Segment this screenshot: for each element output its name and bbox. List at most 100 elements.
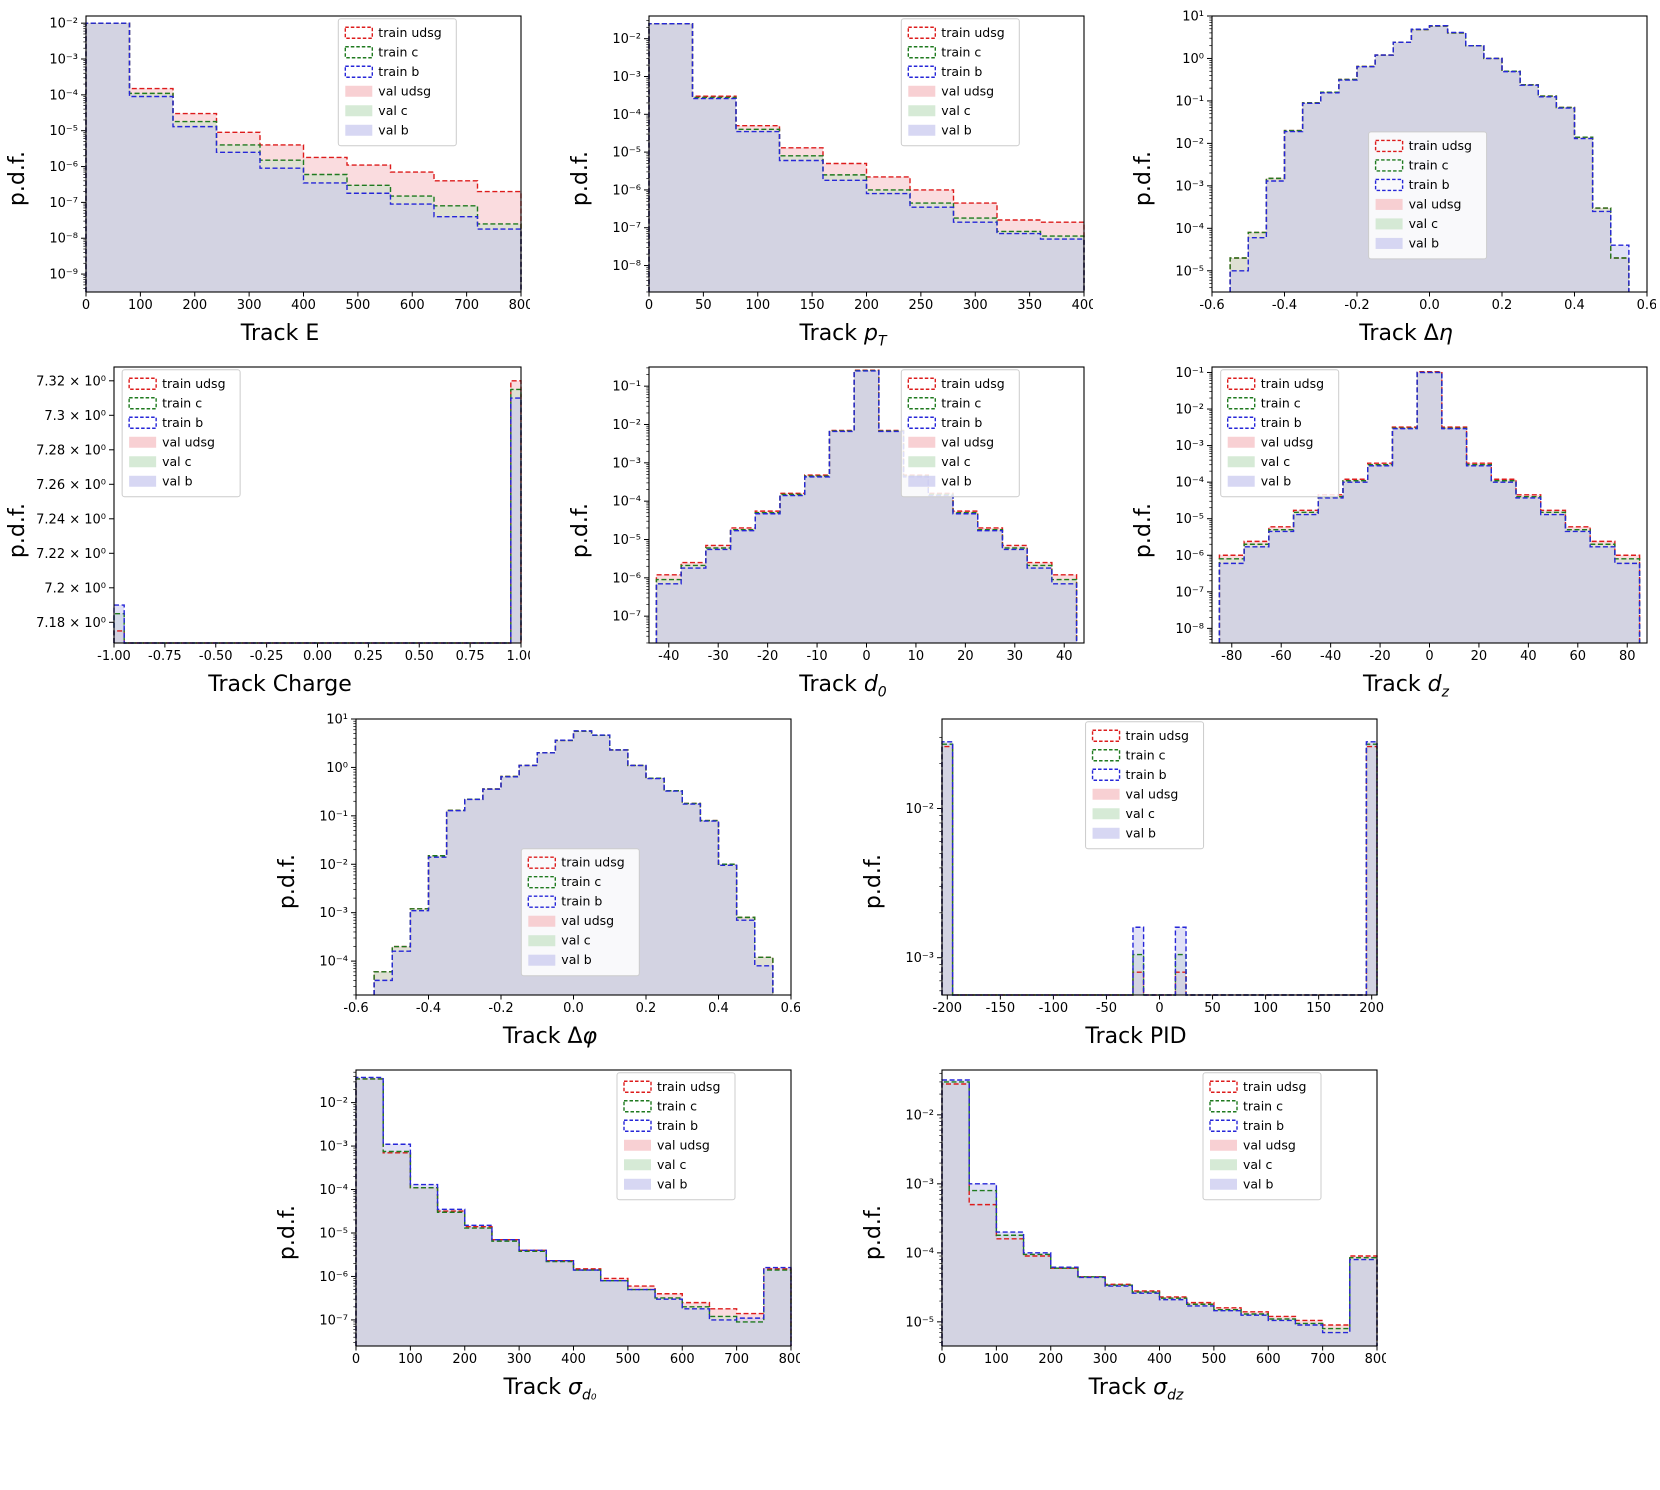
svg-text:150: 150 <box>1306 1001 1331 1016</box>
svg-text:7.18 × 10⁰: 7.18 × 10⁰ <box>36 616 106 631</box>
svg-text:10⁻⁹: 10⁻⁹ <box>49 268 78 283</box>
svg-text:10⁰: 10⁰ <box>326 761 348 776</box>
svg-text:train b: train b <box>941 64 982 79</box>
svg-text:200: 200 <box>854 298 879 313</box>
svg-text:50: 50 <box>1204 1001 1221 1016</box>
svg-text:700: 700 <box>454 298 479 313</box>
svg-text:10⁻²: 10⁻² <box>319 1096 348 1111</box>
histogram-track-pid: 10⁻³ 10⁻² -200 -150 -100 -50 0 50 100 150 200 train… <box>905 718 1384 1016</box>
svg-text:-0.4: -0.4 <box>1272 298 1297 313</box>
svg-text:10⁻⁵: 10⁻⁵ <box>612 146 641 161</box>
svg-text:-100: -100 <box>1039 1001 1069 1016</box>
x-axis-label: Track Δη <box>1359 321 1453 346</box>
svg-text:10⁻³: 10⁻³ <box>319 1140 348 1155</box>
svg-text:0.00: 0.00 <box>303 649 332 664</box>
svg-text:800: 800 <box>779 1352 800 1367</box>
svg-text:40: 40 <box>1520 649 1537 664</box>
chart-panel-track-pt: p.d.f. 10⁻⁸ 10⁻⁷ 10⁻⁶ 10⁻⁵ 10⁻⁴ 10⁻³ 10⁻² 0 50 10… <box>567 8 1093 349</box>
svg-text:train b: train b <box>561 894 602 909</box>
svg-text:10⁻¹: 10⁻¹ <box>1175 366 1204 381</box>
y-axis-label: p.d.f. <box>4 151 30 207</box>
histogram-track-pt: 10⁻⁸ 10⁻⁷ 10⁻⁶ 10⁻⁵ 10⁻⁴ 10⁻³ 10⁻² 0 50 100 150 200… <box>612 15 1093 313</box>
svg-text:val b: val b <box>561 952 592 967</box>
svg-text:val b: val b <box>1126 825 1157 840</box>
svg-text:train udsg: train udsg <box>561 855 624 870</box>
svg-text:10⁻¹: 10⁻¹ <box>319 809 348 824</box>
svg-text:val c: val c <box>1409 216 1439 231</box>
svg-text:10⁻⁶: 10⁻⁶ <box>1175 549 1204 564</box>
svg-text:train b: train b <box>1409 177 1450 192</box>
svg-text:train b: train b <box>1243 1118 1284 1133</box>
svg-text:10¹: 10¹ <box>326 712 348 727</box>
x-axis-label: Track E <box>240 321 320 346</box>
svg-text:200: 200 <box>1359 1001 1384 1016</box>
svg-text:10⁻⁵: 10⁻⁵ <box>1175 513 1204 528</box>
svg-text:7.32 × 10⁰: 7.32 × 10⁰ <box>36 375 106 390</box>
histogram-figure: p.d.f. 10⁻⁹ 10⁻⁸ 10⁻⁷ 10⁻⁶ 10⁻⁵ 10⁻⁴ 10⁻³ 10⁻² 0… <box>4 8 1657 1404</box>
figure-row-1: p.d.f. 10⁻⁹ 10⁻⁸ 10⁻⁷ 10⁻⁶ 10⁻⁵ 10⁻⁴ 10⁻³ 10⁻² 0… <box>4 8 1657 350</box>
svg-text:10⁻⁴: 10⁻⁴ <box>612 108 641 123</box>
svg-text:600: 600 <box>400 298 425 313</box>
svg-text:val c: val c <box>378 103 408 118</box>
svg-text:train c: train c <box>657 1098 697 1113</box>
svg-text:600: 600 <box>1256 1352 1281 1367</box>
svg-text:0.2: 0.2 <box>636 1001 657 1016</box>
svg-text:10⁻⁸: 10⁻⁸ <box>49 232 78 247</box>
svg-text:400: 400 <box>291 298 316 313</box>
svg-text:300: 300 <box>963 298 988 313</box>
svg-text:val b: val b <box>941 474 972 489</box>
svg-text:train c: train c <box>941 44 981 59</box>
svg-text:10⁻³: 10⁻³ <box>49 53 78 68</box>
chart-panel-track-dphi: p.d.f. 10⁻⁴ 10⁻³ 10⁻² 10⁻¹ 10⁰ 10¹ -0.6 -0.4 -0.… <box>274 711 801 1052</box>
svg-text:train c: train c <box>1243 1098 1283 1113</box>
svg-text:train b: train b <box>162 415 203 430</box>
svg-text:val b: val b <box>1261 474 1292 489</box>
svg-text:-0.25: -0.25 <box>250 649 284 664</box>
svg-text:10⁻⁴: 10⁻⁴ <box>612 495 641 510</box>
svg-text:train udsg: train udsg <box>1243 1079 1306 1094</box>
svg-text:800: 800 <box>1365 1352 1386 1367</box>
svg-text:-40: -40 <box>658 649 679 664</box>
svg-text:-60: -60 <box>1271 649 1292 664</box>
svg-text:val udsg: val udsg <box>941 83 994 98</box>
svg-text:train c: train c <box>1126 747 1166 762</box>
svg-text:1.00: 1.00 <box>507 649 530 664</box>
svg-text:val c: val c <box>657 1157 687 1172</box>
histogram-track-sigma-dz: 10⁻⁵ 10⁻⁴ 10⁻³ 10⁻² 0 100 200 300 400 500 600 700 80… <box>905 1069 1386 1367</box>
svg-text:-50: -50 <box>1096 1001 1117 1016</box>
svg-text:0: 0 <box>938 1352 946 1367</box>
svg-text:10⁻⁶: 10⁻⁶ <box>319 1270 348 1285</box>
histogram-track-dphi: 10⁻⁴ 10⁻³ 10⁻² 10⁻¹ 10⁰ 10¹ -0.6 -0.4 -0.2 0.0 0.2… <box>319 712 800 1016</box>
svg-text:7.24 × 10⁰: 7.24 × 10⁰ <box>36 513 106 528</box>
svg-text:0: 0 <box>82 298 90 313</box>
svg-text:val b: val b <box>657 1176 688 1191</box>
chart-panel-track-dz: p.d.f. 10⁻⁸ 10⁻⁷ 10⁻⁶ 10⁻⁵ 10⁻⁴ 10⁻³ 10⁻² 10⁻¹ -… <box>1130 359 1656 701</box>
x-axis-label: Track σd₀ <box>503 1375 597 1404</box>
svg-text:10⁻²: 10⁻² <box>49 17 78 32</box>
svg-text:val b: val b <box>1409 235 1440 250</box>
svg-text:0: 0 <box>645 298 653 313</box>
svg-text:train c: train c <box>378 44 418 59</box>
svg-text:600: 600 <box>670 1352 695 1367</box>
y-axis-label: p.d.f. <box>567 151 593 207</box>
svg-text:-0.2: -0.2 <box>1344 298 1369 313</box>
svg-text:30: 30 <box>1007 649 1024 664</box>
chart-panel-track-pid: p.d.f. 10⁻³ 10⁻² -200 -150 -100 -50 0 50 100 150 2… <box>860 711 1386 1052</box>
svg-text:10: 10 <box>908 649 925 664</box>
svg-text:-20: -20 <box>1369 649 1390 664</box>
svg-text:-200: -200 <box>933 1001 963 1016</box>
svg-text:val udsg: val udsg <box>1409 196 1462 211</box>
figure-row-2: p.d.f. 7.18 × 10⁰ 7.2 × 10⁰ 7.22 × 10⁰ 7.24… <box>4 359 1656 701</box>
svg-text:500: 500 <box>615 1352 640 1367</box>
svg-text:10⁻³: 10⁻³ <box>612 457 641 472</box>
svg-text:10⁻⁴: 10⁻⁴ <box>1175 222 1204 237</box>
y-axis-label: p.d.f. <box>4 502 30 558</box>
histogram-track-charge: 7.18 × 10⁰ 7.2 × 10⁰ 7.22 × 10⁰ 7.24 × 10⁰ 7… <box>36 366 530 664</box>
svg-text:val b: val b <box>941 122 972 137</box>
svg-text:train udsg: train udsg <box>1261 376 1324 391</box>
chart-panel-track-e: p.d.f. 10⁻⁹ 10⁻⁸ 10⁻⁷ 10⁻⁶ 10⁻⁵ 10⁻⁴ 10⁻³ 10⁻² 0… <box>4 8 530 349</box>
svg-text:10⁻⁷: 10⁻⁷ <box>49 196 78 211</box>
svg-text:10⁻⁴: 10⁻⁴ <box>319 954 348 969</box>
svg-text:60: 60 <box>1570 649 1587 664</box>
svg-text:train udsg: train udsg <box>657 1079 720 1094</box>
